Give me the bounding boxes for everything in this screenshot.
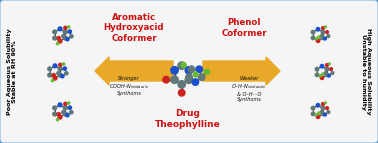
Circle shape (177, 61, 186, 70)
Circle shape (311, 111, 316, 116)
Circle shape (311, 106, 316, 111)
Circle shape (57, 112, 61, 116)
Circle shape (51, 79, 54, 83)
Circle shape (69, 110, 74, 115)
Circle shape (324, 72, 330, 77)
Circle shape (65, 37, 70, 42)
Circle shape (60, 74, 65, 79)
Circle shape (52, 105, 57, 111)
Circle shape (314, 37, 318, 40)
Circle shape (57, 38, 63, 44)
Text: Aromatic
Hydroxyacid
Coformer: Aromatic Hydroxyacid Coformer (104, 13, 164, 43)
Circle shape (56, 71, 61, 76)
Circle shape (316, 114, 321, 119)
Circle shape (58, 73, 63, 78)
Circle shape (180, 62, 187, 68)
Circle shape (52, 29, 57, 35)
Text: High Aqueous Solubility
Unstable to humidity: High Aqueous Solubility Unstable to humi… (361, 28, 372, 115)
Circle shape (63, 35, 68, 41)
Circle shape (326, 34, 330, 38)
Circle shape (324, 101, 327, 104)
Circle shape (321, 26, 325, 30)
FancyArrow shape (95, 57, 173, 85)
Circle shape (319, 75, 324, 80)
Circle shape (52, 35, 57, 41)
Text: Weaker
O–H–N$_{imidazole}$
& O–H···O
Synthoms: Weaker O–H–N$_{imidazole}$ & O–H···O Syn… (231, 76, 266, 102)
Circle shape (321, 106, 325, 111)
Circle shape (57, 36, 61, 40)
Circle shape (57, 26, 63, 31)
Circle shape (325, 63, 329, 67)
Circle shape (204, 69, 210, 75)
Circle shape (61, 110, 66, 115)
Circle shape (321, 30, 325, 35)
Circle shape (63, 105, 68, 111)
Circle shape (324, 67, 330, 72)
Circle shape (57, 66, 62, 71)
Circle shape (61, 34, 66, 39)
Circle shape (324, 71, 328, 75)
Circle shape (53, 76, 57, 81)
Circle shape (319, 110, 324, 114)
Circle shape (170, 75, 179, 84)
Circle shape (317, 35, 321, 39)
Circle shape (314, 72, 319, 77)
Circle shape (327, 74, 331, 78)
Circle shape (321, 102, 325, 106)
Circle shape (64, 71, 69, 76)
Circle shape (69, 34, 74, 39)
Circle shape (192, 72, 199, 78)
Circle shape (198, 73, 206, 81)
Circle shape (325, 106, 329, 110)
Circle shape (62, 66, 67, 71)
Circle shape (311, 35, 316, 40)
Circle shape (321, 30, 325, 34)
Circle shape (63, 102, 68, 106)
Circle shape (328, 62, 331, 65)
Circle shape (58, 66, 63, 72)
Circle shape (187, 65, 195, 73)
Circle shape (51, 73, 56, 77)
Circle shape (162, 76, 170, 84)
Circle shape (65, 113, 70, 118)
Circle shape (321, 35, 325, 40)
FancyArrow shape (203, 57, 280, 85)
Circle shape (184, 75, 193, 84)
Circle shape (178, 89, 186, 97)
Text: Phenol
Coformer: Phenol Coformer (221, 18, 267, 38)
Circle shape (68, 29, 72, 34)
Circle shape (195, 65, 203, 73)
Circle shape (63, 29, 67, 34)
Circle shape (63, 111, 68, 117)
Circle shape (329, 67, 333, 71)
Circle shape (314, 67, 319, 72)
Circle shape (58, 63, 62, 67)
Circle shape (325, 30, 329, 34)
Circle shape (316, 27, 321, 32)
Circle shape (321, 72, 325, 76)
Text: Poor Aqueous Solubility
Stable at RH 90%: Poor Aqueous Solubility Stable at RH 90% (6, 28, 17, 115)
Circle shape (311, 30, 316, 35)
Circle shape (321, 111, 325, 116)
Circle shape (53, 63, 57, 68)
Circle shape (191, 78, 199, 86)
Text: Stronger
COOH–N$_{imidazole}$
Synthoms: Stronger COOH–N$_{imidazole}$ Synthoms (109, 76, 149, 96)
Circle shape (177, 80, 186, 89)
Circle shape (63, 26, 68, 30)
Circle shape (317, 111, 321, 115)
Circle shape (330, 71, 335, 75)
Circle shape (170, 66, 179, 75)
Circle shape (323, 113, 327, 117)
Circle shape (57, 102, 63, 108)
Circle shape (56, 42, 59, 45)
Circle shape (326, 110, 330, 114)
Text: Drug
Theophylline: Drug Theophylline (155, 109, 221, 129)
Circle shape (316, 38, 321, 43)
Circle shape (67, 25, 70, 29)
Circle shape (185, 73, 193, 81)
Circle shape (68, 105, 72, 110)
Circle shape (62, 62, 65, 66)
Circle shape (324, 25, 327, 28)
Circle shape (184, 66, 193, 75)
